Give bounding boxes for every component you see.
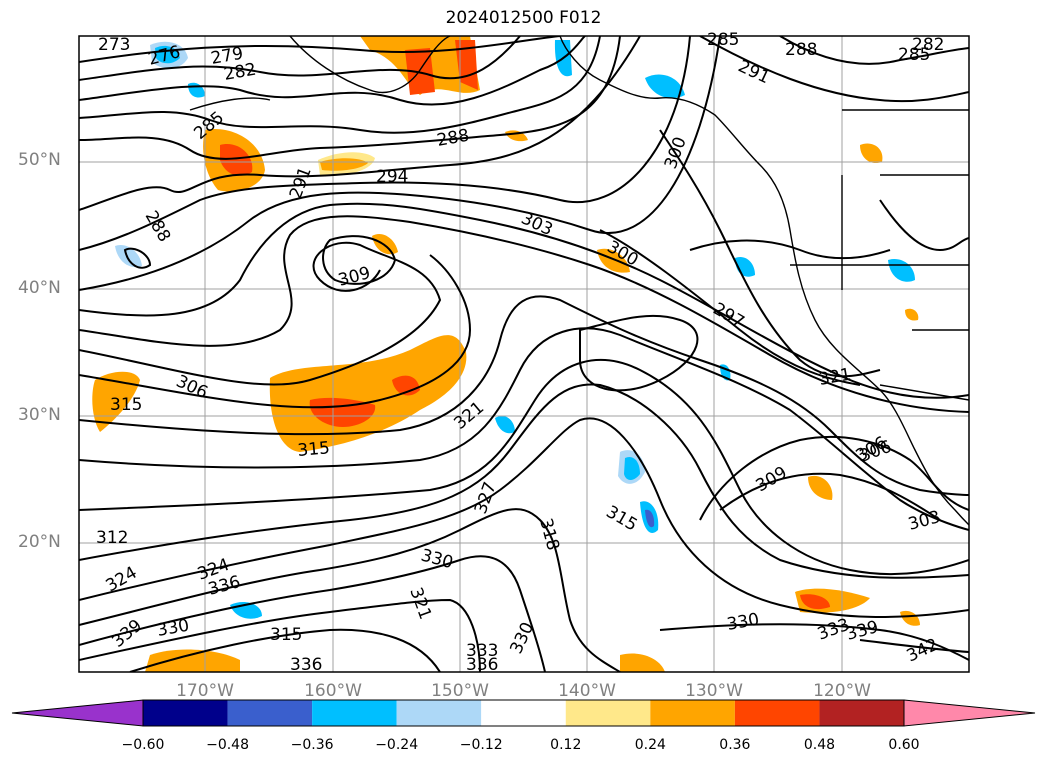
contour-label: 315 xyxy=(270,625,302,645)
contour-label-layer: 273 276 279 282 285 288 291 294 288 309 … xyxy=(96,30,944,675)
colorbar-segment xyxy=(650,700,735,726)
contour-label: 306 xyxy=(857,437,894,467)
colorbar-tick-label: 0.12 xyxy=(550,737,582,753)
colorbar-tick-label: 0.48 xyxy=(803,737,836,753)
contour-label: 324 xyxy=(103,563,141,597)
lon-label-130w: 130°W xyxy=(685,681,743,701)
contour-label: 291 xyxy=(735,56,773,88)
lat-label-20n: 20°N xyxy=(18,532,61,552)
contour-label: 312 xyxy=(96,528,128,548)
contour-label: 282 xyxy=(912,35,944,55)
colorbar-tick-label: 0.60 xyxy=(888,737,920,753)
contour-label: 342 xyxy=(904,635,942,667)
contour-label: 315 xyxy=(603,502,641,536)
colorbar-tick-label: −0.24 xyxy=(375,737,419,753)
contour-label: 330 xyxy=(725,610,760,635)
colorbar-segment xyxy=(396,700,482,726)
contour-label: 330 xyxy=(419,546,456,574)
contour-label: 318 xyxy=(535,516,563,553)
lat-label-30n: 30°N xyxy=(18,405,61,425)
colorbar-segment xyxy=(565,700,651,726)
colorbar-outline xyxy=(142,699,905,727)
contour-lines xyxy=(79,36,969,672)
contour-label: 330 xyxy=(506,619,538,657)
contour-label: 315 xyxy=(297,438,331,461)
lon-label-120w: 120°W xyxy=(813,681,871,701)
contour-label: 288 xyxy=(785,40,817,60)
contour-label: 333 xyxy=(466,641,498,661)
contour-label: 309 xyxy=(336,263,373,291)
colorbar-extend-low xyxy=(11,699,144,727)
colorbar-segment xyxy=(227,700,313,726)
lon-label-150w: 150°W xyxy=(431,681,489,701)
contour-label: 315 xyxy=(110,395,142,415)
contour-label: 321 xyxy=(817,365,852,390)
contour-label: 303 xyxy=(518,208,556,240)
shading-layer xyxy=(92,36,920,672)
contour-label: 336 xyxy=(290,655,322,675)
contour-label: 285 xyxy=(898,45,930,65)
contour-label: 297 xyxy=(710,299,748,333)
map-frame xyxy=(78,35,970,673)
colorbar-tick-label: −0.60 xyxy=(121,737,165,753)
map-title: 2024012500 F012 xyxy=(445,8,602,28)
coastline xyxy=(189,36,969,526)
colorbar-tick-label: 0.24 xyxy=(634,737,666,753)
lat-label-50n: 50°N xyxy=(18,150,61,170)
lon-label-160w: 160°W xyxy=(304,681,362,701)
colorbar-segment xyxy=(312,700,397,726)
contour-label: 285 xyxy=(707,30,739,50)
contour-label: 321 xyxy=(405,585,435,622)
contour-label: 300 xyxy=(661,134,691,171)
contour-label: 309 xyxy=(753,463,791,497)
colorbar-tick-label: −0.36 xyxy=(290,737,334,753)
colorbar-tick-label: 0.36 xyxy=(719,737,751,753)
lon-label-140w: 140°W xyxy=(558,681,616,701)
colorbar-segment xyxy=(481,700,566,726)
contour-label: 327 xyxy=(471,479,501,516)
colorbar-extend-high xyxy=(903,699,1036,727)
colorbar-segment xyxy=(734,700,820,726)
graticule xyxy=(79,36,969,672)
lat-label-40n: 40°N xyxy=(18,278,61,298)
colorbar xyxy=(11,699,1036,727)
contour-label: 336 xyxy=(466,655,498,675)
colorbar-tick-label: −0.48 xyxy=(206,737,249,753)
colorbar-tick-label: −0.12 xyxy=(459,737,503,753)
contour-label: 273 xyxy=(98,35,130,55)
contour-label: 294 xyxy=(376,167,408,187)
contour-label: 303 xyxy=(906,507,943,535)
colorbar-segment xyxy=(819,700,904,726)
lon-label-170w: 170°W xyxy=(176,681,234,701)
contour-label: 282 xyxy=(222,60,257,85)
contour-label: 339 xyxy=(844,617,881,645)
contour-label: 288 xyxy=(435,126,470,151)
colorbar-segment xyxy=(143,700,228,726)
